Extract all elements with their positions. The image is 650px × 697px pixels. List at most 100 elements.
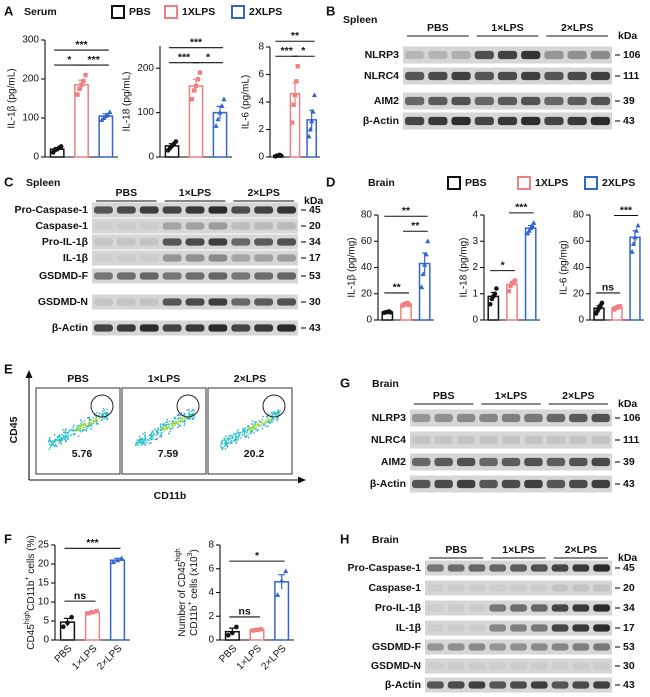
flow-dot [236, 436, 238, 438]
y-tick-label: 8 [258, 42, 264, 53]
flow-dot [241, 431, 244, 433]
flow-dot [103, 409, 106, 412]
flow-dot [166, 426, 168, 428]
blot-band [412, 457, 431, 467]
blot-band [434, 479, 453, 489]
y-tick-label: 0 [43, 635, 49, 646]
blot-band [277, 238, 296, 246]
data-point [423, 251, 429, 257]
bar [84, 611, 101, 641]
flow-dot [224, 442, 227, 444]
flow-dot [254, 423, 256, 425]
legend-label: PBS [129, 6, 151, 18]
data-point [107, 109, 113, 115]
flow-dot [273, 412, 275, 414]
flow-dot [191, 413, 193, 415]
data-point [524, 230, 531, 236]
flow-dot [265, 425, 268, 427]
flow-dot [50, 445, 53, 447]
data-point [487, 301, 493, 307]
flow-dot [184, 420, 186, 422]
y-tick-label: 0 [366, 315, 372, 326]
flow-x-label: CD11b [154, 490, 187, 502]
flow-dot [160, 433, 163, 436]
flow-dot [83, 426, 85, 429]
flow-dot [227, 445, 229, 447]
flow-dot [160, 423, 162, 425]
flow-dot [262, 415, 264, 418]
flow-dot [230, 440, 233, 442]
flow-dot [145, 437, 147, 439]
flow-dot [220, 443, 222, 445]
blot-band [208, 206, 228, 214]
flow-dot [193, 413, 195, 415]
blot-band [479, 413, 498, 423]
kda-value: 30 [309, 296, 321, 308]
flow-dot [154, 428, 157, 431]
flow-dot [184, 416, 186, 419]
flow-dot [106, 408, 108, 411]
data-point [114, 557, 121, 563]
flow-dot [247, 429, 249, 431]
flow-dot [243, 433, 245, 435]
row-label: GSDMD-F [39, 270, 89, 282]
sig-label: *** [190, 36, 203, 48]
flow-dot [142, 442, 144, 445]
blot-band [139, 206, 159, 214]
flow-dot [165, 423, 168, 426]
flow-dot [150, 442, 152, 444]
flow-dot [172, 424, 175, 427]
flow-dot [262, 423, 265, 425]
flow-dot [86, 427, 88, 430]
flow-dot [269, 419, 271, 421]
flow-dot [254, 422, 256, 424]
data-point [83, 72, 88, 78]
blot-band [567, 96, 587, 106]
blot-band [524, 457, 543, 467]
y-axis-label-part: CD11b [189, 605, 200, 636]
blot-band [468, 681, 486, 689]
kda-value: 43 [623, 679, 635, 691]
blot-band [208, 324, 228, 332]
x-tick-label: 2×LPS [259, 643, 288, 672]
flow-dot [248, 427, 250, 429]
flow-gate [262, 394, 286, 418]
flow-dot [86, 425, 89, 428]
flow-dot [141, 438, 144, 440]
flow-dot [59, 439, 62, 441]
y-arrowhead [25, 370, 33, 378]
flow-dot [160, 429, 162, 432]
blot-band [277, 222, 296, 230]
flow-dot [221, 447, 224, 450]
flow-dot [175, 418, 177, 420]
flow-dot [53, 441, 55, 443]
flow-dot [65, 434, 68, 437]
data-point [635, 222, 641, 228]
flow-dot [163, 429, 165, 432]
flow-dot [175, 421, 177, 423]
flow-dot [179, 420, 182, 423]
data-point [250, 628, 256, 633]
sig-label: ns [239, 606, 251, 618]
flow-dot [106, 413, 109, 415]
flow-dot [252, 423, 254, 425]
flow-dot [174, 423, 177, 425]
flow-dot [102, 407, 105, 410]
flow-dot [228, 434, 231, 437]
flow-dot [95, 422, 98, 424]
blot-band [567, 50, 587, 60]
flow-dot [186, 409, 189, 411]
flow-dot [101, 413, 103, 415]
blot-band [510, 662, 527, 670]
blot-band [254, 298, 274, 306]
data-point [425, 238, 431, 244]
blot-band [530, 564, 548, 572]
blot-band [510, 681, 527, 689]
data-point [290, 120, 295, 125]
kda-value: 111 [623, 70, 640, 82]
flow-dot [257, 423, 260, 425]
flow-dot [65, 436, 67, 438]
flow-dot [64, 432, 66, 434]
blot-band [427, 681, 444, 689]
flow-dot [180, 419, 182, 421]
